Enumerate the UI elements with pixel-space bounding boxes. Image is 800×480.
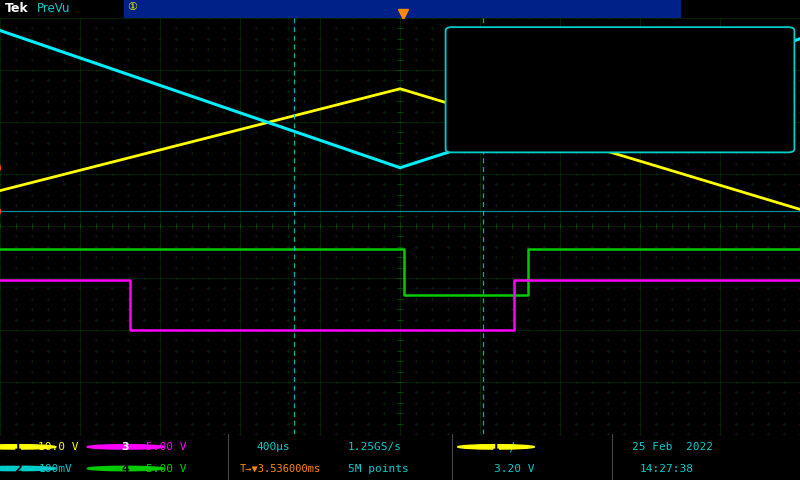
Text: Δ1.044ms: Δ1.044ms: [510, 123, 561, 133]
Text: b: b: [627, 86, 634, 96]
Text: 1: 1: [492, 442, 500, 452]
Text: Δ116.0mV: Δ116.0mV: [670, 123, 720, 133]
Text: 3: 3: [122, 442, 130, 452]
Text: 3.20 V: 3.20 V: [494, 464, 535, 473]
Text: T→▼3.536000ms: T→▼3.536000ms: [240, 464, 322, 473]
Text: □: □: [466, 47, 474, 60]
Circle shape: [458, 444, 534, 449]
Bar: [124, 0, 680, 18]
Text: 4: 4: [122, 464, 130, 473]
Text: Tek: Tek: [5, 2, 29, 15]
Circle shape: [87, 466, 164, 471]
Text: 5M points: 5M points: [348, 464, 409, 473]
Text: 1.25GS/s: 1.25GS/s: [348, 442, 402, 452]
Text: 418.0mV: 418.0mV: [670, 48, 714, 59]
Circle shape: [0, 466, 56, 471]
Text: a: a: [627, 48, 634, 59]
Circle shape: [0, 444, 56, 449]
Text: PreVu: PreVu: [37, 2, 70, 15]
Text: 25 Feb  2022: 25 Feb 2022: [632, 442, 713, 452]
Text: 2: 2: [14, 464, 22, 473]
Text: 2.368ms: 2.368ms: [510, 86, 554, 96]
FancyBboxPatch shape: [446, 27, 794, 152]
Text: ○: ○: [466, 84, 474, 97]
Text: /: /: [510, 440, 514, 454]
Text: 5.00 V: 5.00 V: [146, 442, 187, 452]
Text: 100mV: 100mV: [38, 464, 72, 473]
Circle shape: [87, 444, 164, 449]
Text: 400μs: 400μs: [256, 442, 290, 452]
Text: ①: ①: [127, 2, 137, 12]
Text: 14:27:38: 14:27:38: [640, 464, 694, 473]
Text: 3.412ms: 3.412ms: [510, 48, 554, 59]
Text: 1: 1: [14, 442, 22, 452]
Text: 5.00 V: 5.00 V: [146, 464, 187, 473]
Text: 302.0mV: 302.0mV: [670, 86, 714, 96]
Text: 10.0 V: 10.0 V: [38, 442, 79, 452]
